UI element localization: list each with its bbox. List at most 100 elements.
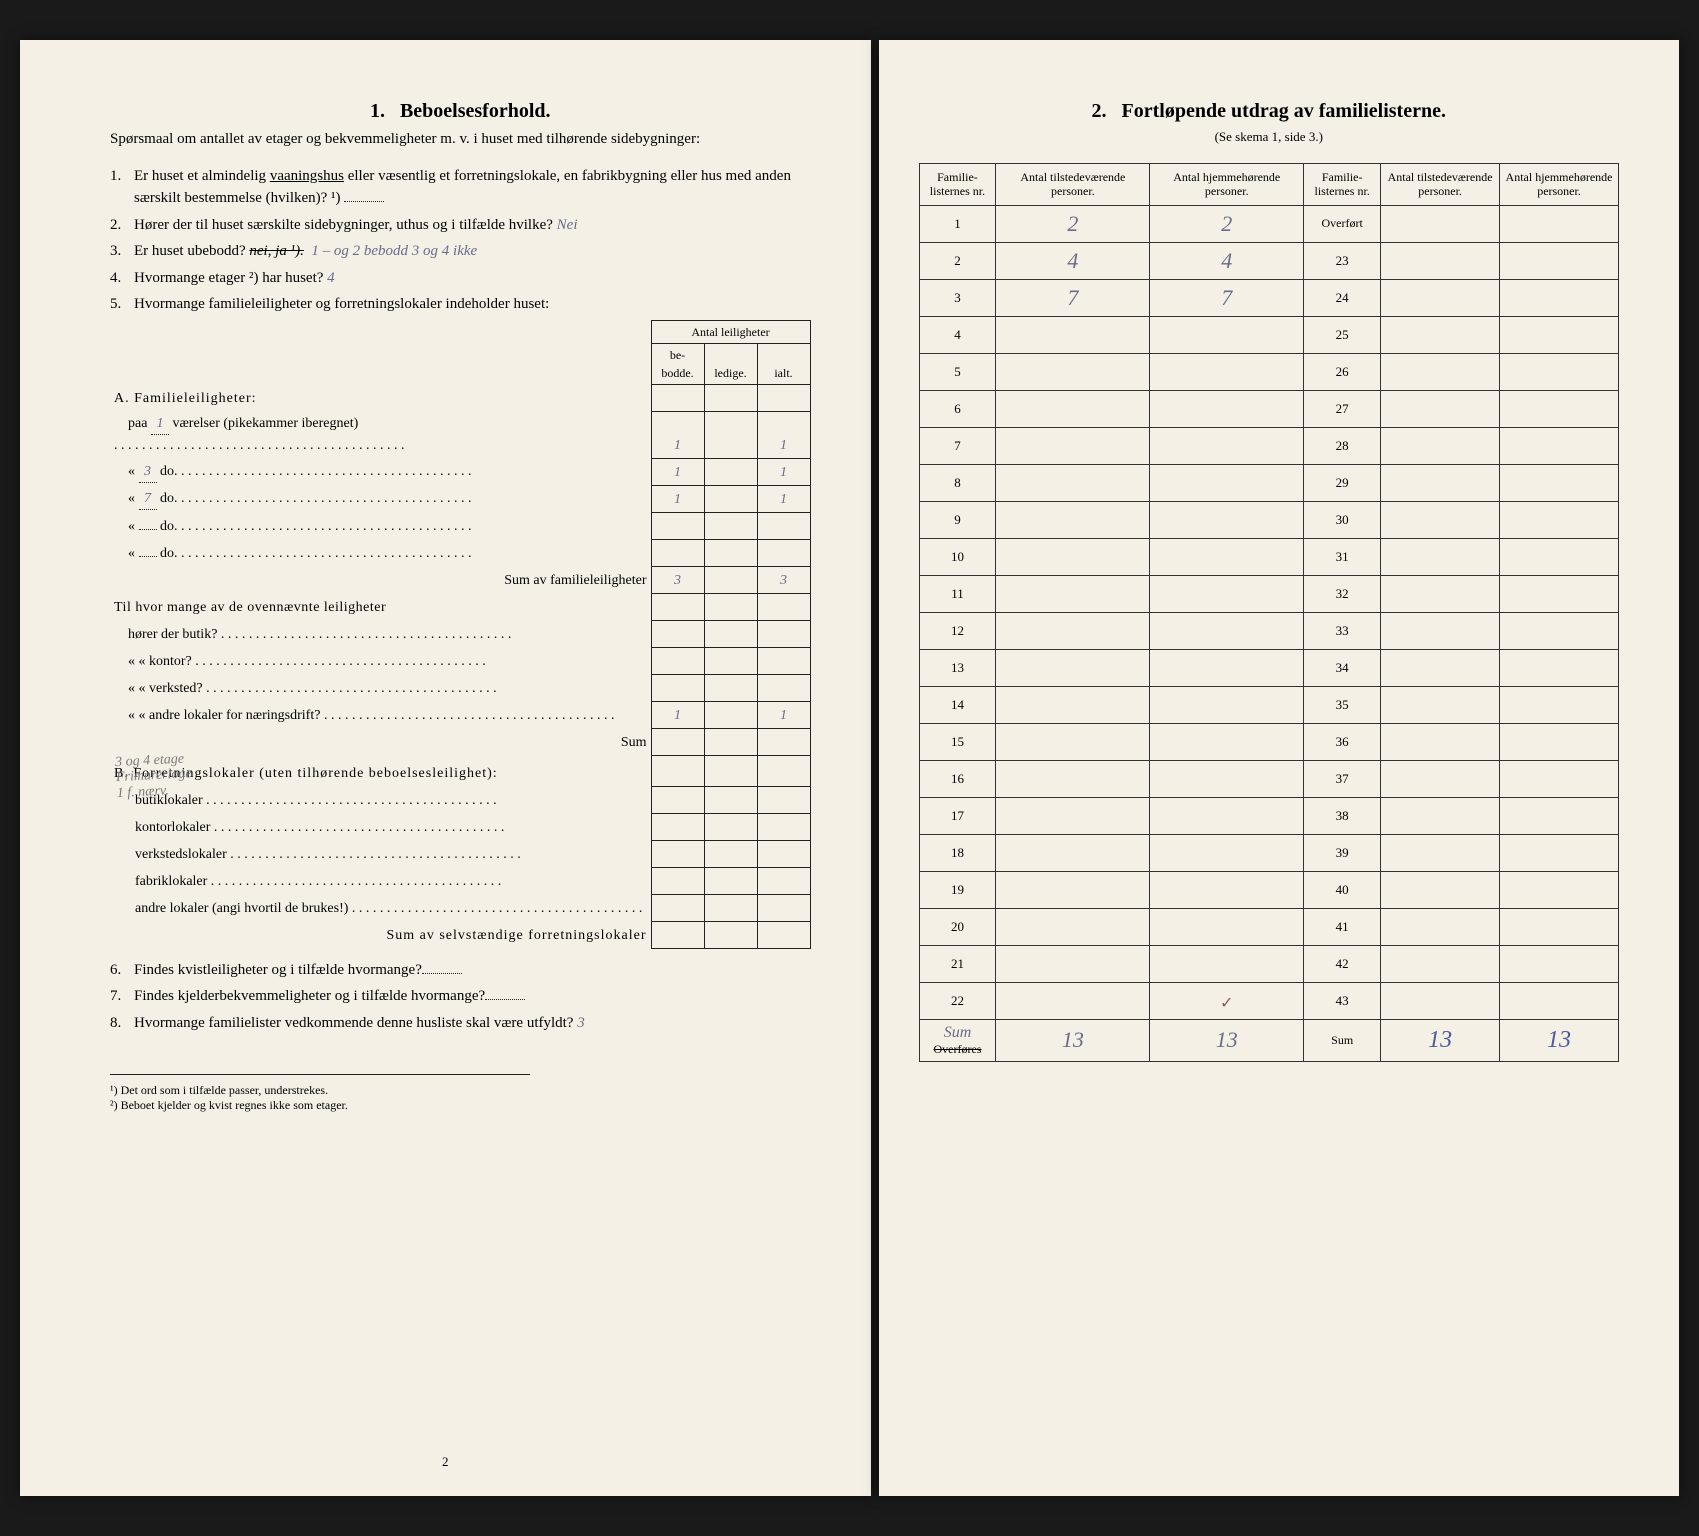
fam-right-b	[1500, 242, 1619, 279]
fam-left-n: 16	[919, 760, 996, 797]
q5-table: Antal leiligheter be- bodde. ledige. ial…	[110, 320, 811, 949]
fam-right-a	[1381, 279, 1500, 316]
fam-right-a	[1381, 945, 1500, 982]
fam-right-b	[1500, 982, 1619, 1019]
fam-left-n: 3	[919, 279, 996, 316]
q5-rowMid: « « verksted?	[110, 674, 810, 701]
fam-right-b	[1500, 279, 1619, 316]
q5-rowA-ledige	[704, 539, 757, 566]
fam-right-b	[1500, 464, 1619, 501]
q2-text: Hører der til huset særskilte sidebygnin…	[134, 214, 811, 237]
q5-head-c0: be- bodde.	[651, 343, 704, 384]
fam-right-b	[1500, 686, 1619, 723]
fam-right-b	[1500, 612, 1619, 649]
question-list: 1. Er huset et almindelig vaaningshus el…	[110, 165, 811, 1035]
footer-right-b: 13	[1547, 1027, 1571, 1053]
fam-left-a	[996, 353, 1150, 390]
fam-right-a	[1381, 464, 1500, 501]
fam-left-b	[1150, 538, 1304, 575]
q5-sumA-ialt: 3	[757, 566, 810, 593]
fam-left-b	[1150, 797, 1304, 834]
fam-right-a	[1381, 834, 1500, 871]
fam-left-n: 12	[919, 612, 996, 649]
q5-rowA-ledige	[704, 458, 757, 485]
page-number-left: 2	[20, 1454, 871, 1470]
fam-right-a	[1381, 686, 1500, 723]
fam-right-n: 24	[1304, 279, 1381, 316]
fam-row: 1839	[919, 834, 1619, 871]
fam-right-b	[1500, 353, 1619, 390]
q8-num: 8.	[110, 1012, 134, 1035]
q5-sumA-label: Sum av familieleiligheter	[110, 566, 651, 593]
fam-left-a	[996, 390, 1150, 427]
q7: 7. Findes kjelderbekvemmeligheter og i t…	[110, 985, 811, 1008]
page-left: 1. Beboelsesforhold. Spørsmaal om antall…	[20, 40, 871, 1496]
fam-right-a	[1381, 390, 1500, 427]
q4-text: Hvormange etager ²) har huset? 4	[134, 267, 811, 290]
q5-rowA-ledige	[704, 512, 757, 539]
fam-right-b	[1500, 908, 1619, 945]
q5-rowA-rooms: 1	[151, 413, 169, 435]
q5-A-title: A. Familieleiligheter:	[110, 384, 651, 411]
q5-rowMid-ledige	[704, 701, 757, 728]
tick-icon: ✓	[1220, 995, 1233, 1012]
footer-left-a: 13	[1062, 1027, 1084, 1052]
q5-rowMid-bebodde: 1	[651, 701, 704, 728]
fam-left-a	[996, 723, 1150, 760]
fam-left-b: 2	[1150, 205, 1304, 242]
q5-num: 5.	[110, 293, 134, 316]
fam-left-n: 13	[919, 649, 996, 686]
fam-left-b	[1150, 908, 1304, 945]
fam-right-b	[1500, 797, 1619, 834]
q1-num: 1.	[110, 165, 134, 210]
fam-left-b	[1150, 945, 1304, 982]
fam-row: 930	[919, 501, 1619, 538]
q6: 6. Findes kvistleiligheter og i tilfælde…	[110, 959, 811, 982]
q5-rowA: « do.	[110, 539, 810, 566]
q5-rowB: fabriklokaler	[110, 867, 810, 894]
margin-note: 3 og 4 etage Frimurerloge 1 f. nærv.	[115, 751, 197, 801]
fam-left-a	[996, 760, 1150, 797]
fam-left-b	[1150, 612, 1304, 649]
fam-left-b	[1150, 353, 1304, 390]
q5-rowA: « 3 do.11	[110, 458, 810, 485]
fam-left-n: 21	[919, 945, 996, 982]
fam-left-b	[1150, 686, 1304, 723]
fam-row: 1233	[919, 612, 1619, 649]
fam-right-a	[1381, 797, 1500, 834]
q5-sumB-label: Sum av selvstændige forretningslokaler	[110, 921, 651, 948]
fam-right-b	[1500, 834, 1619, 871]
fam-left-a	[996, 464, 1150, 501]
fam-row: 1031	[919, 538, 1619, 575]
left-section-title: 1. Beboelsesforhold.	[110, 100, 811, 123]
fam-right-a	[1381, 871, 1500, 908]
fam-left-a	[996, 538, 1150, 575]
fam-left-b	[1150, 427, 1304, 464]
fam-right-a	[1381, 649, 1500, 686]
fam-right-a	[1381, 575, 1500, 612]
q3-num: 3.	[110, 240, 134, 263]
q5-rowMid-ledige	[704, 674, 757, 701]
footnotes: ¹) Det ord som i tilfælde passer, unders…	[110, 1074, 530, 1113]
q5-head-c2: ialt.	[757, 343, 810, 384]
q5-rowMid-ialt	[757, 674, 810, 701]
fam-right-n: 35	[1304, 686, 1381, 723]
fam-right-n: 38	[1304, 797, 1381, 834]
fam-row: 1536	[919, 723, 1619, 760]
q4-num: 4.	[110, 267, 134, 290]
fam-right-n: 39	[1304, 834, 1381, 871]
fam-row: 2142	[919, 945, 1619, 982]
q5-rowMid-ledige	[704, 620, 757, 647]
fam-right-n: 41	[1304, 908, 1381, 945]
fam-left-a: 4	[996, 242, 1150, 279]
fam-left-a: 2	[996, 205, 1150, 242]
fam-right-n: 26	[1304, 353, 1381, 390]
fam-row: 526	[919, 353, 1619, 390]
q5-rowB: butiklokaler	[110, 786, 810, 813]
fam-left-n: 10	[919, 538, 996, 575]
fam-row: 37724	[919, 279, 1619, 316]
q5-rowMid-bebodde	[651, 674, 704, 701]
q5-rowA: « do.	[110, 512, 810, 539]
q2-num: 2.	[110, 214, 134, 237]
fam-right-b	[1500, 723, 1619, 760]
